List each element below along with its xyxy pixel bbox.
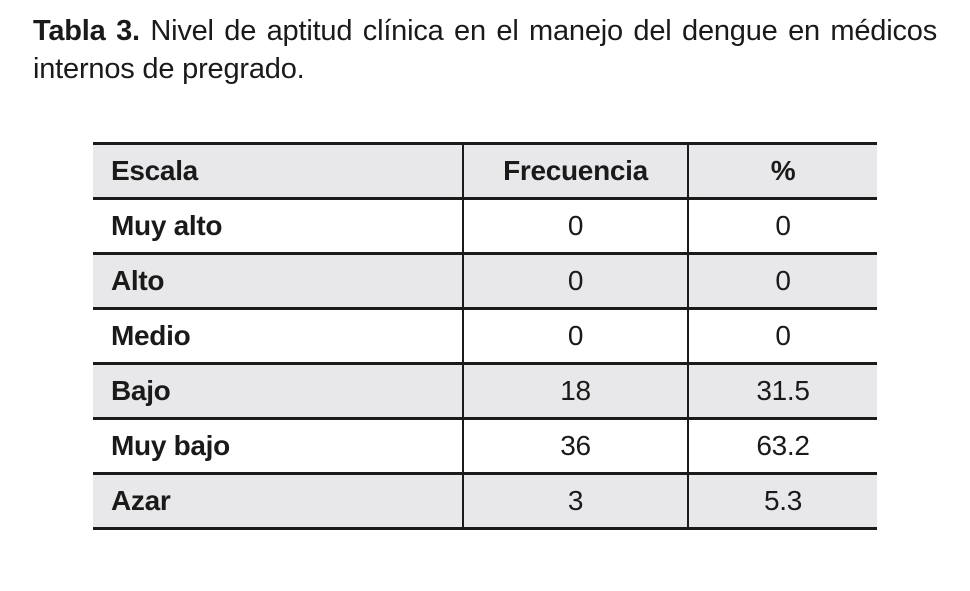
row-label-escala: Muy bajo — [111, 430, 230, 461]
table-row: Muy bajo 36 63.2 — [93, 418, 877, 474]
col-header-frecuencia: Frecuencia — [462, 143, 688, 199]
table-row: Medio 0 0 — [93, 308, 877, 364]
table-row: Alto 0 0 — [93, 253, 877, 309]
col-header-escala: Escala — [111, 155, 198, 186]
table-row: Bajo 18 31.5 — [93, 363, 877, 419]
header-row: Escala Frecuencia % — [93, 143, 877, 199]
row-value-frecuencia: 0 — [462, 198, 688, 254]
table-caption-number: Tabla 3. — [33, 15, 140, 47]
row-value-percent: 0 — [687, 198, 877, 254]
row-value-frecuencia: 0 — [462, 253, 688, 309]
table-header: Escala Frecuencia % — [93, 143, 877, 199]
data-table: Escala Frecuencia % Muy alto 0 0 Alto 0 0 Medi… — [93, 142, 877, 530]
row-label-escala: Alto — [111, 265, 165, 296]
table-row: Muy alto 0 0 — [93, 198, 877, 254]
row-value-frecuencia: 36 — [462, 418, 688, 474]
row-value-percent: 0 — [687, 253, 877, 309]
col-header-percent: % — [687, 143, 877, 199]
row-value-percent: 5.3 — [687, 473, 877, 529]
row-value-frecuencia: 0 — [462, 308, 688, 364]
row-label-escala: Azar — [111, 485, 171, 516]
table-row: Azar 3 5.3 — [93, 473, 877, 529]
row-value-frecuencia: 3 — [462, 473, 688, 529]
row-value-percent: 31.5 — [687, 363, 877, 419]
table-caption: Tabla 3. Nivel de aptitud clínica en el … — [33, 12, 937, 88]
row-value-percent: 63.2 — [687, 418, 877, 474]
row-label-escala: Muy alto — [111, 210, 223, 241]
table-caption-text: Nivel de aptitud clínica en el manejo de… — [33, 15, 937, 85]
row-label-escala: Bajo — [111, 375, 171, 406]
row-value-percent: 0 — [687, 308, 877, 364]
row-label-escala: Medio — [111, 320, 191, 351]
row-value-frecuencia: 18 — [462, 363, 688, 419]
table-body: Muy alto 0 0 Alto 0 0 Medio 0 0 Bajo 18 31.5 Muy baj… — [93, 198, 877, 529]
